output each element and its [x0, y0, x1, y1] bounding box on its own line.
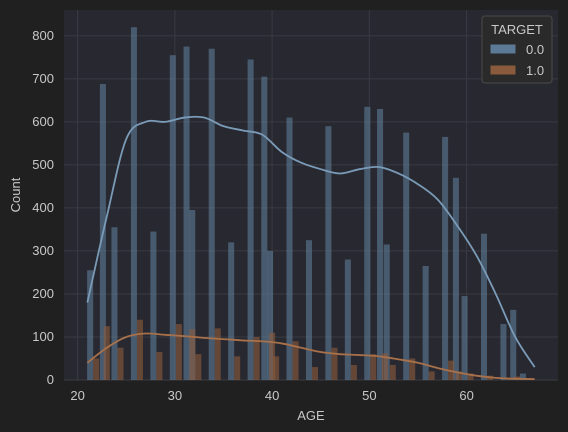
legend-swatch-0 — [489, 43, 517, 55]
bar-1_0-24 — [189, 329, 196, 380]
legend-label-1: 1.0 — [526, 63, 544, 78]
legend-swatch-1 — [489, 64, 517, 76]
bar-1_0-26 — [381, 353, 388, 380]
y-tick-label-1: 100 — [32, 329, 54, 344]
bar-0_0-21 — [500, 324, 507, 380]
bar-0_0-8 — [247, 59, 254, 380]
bar-1_0-10 — [292, 341, 299, 380]
bar-1_0-14 — [370, 354, 377, 380]
y-tick-label-8: 800 — [32, 28, 54, 43]
bar-0_0-24 — [183, 46, 190, 381]
y-tick-label-7: 700 — [32, 71, 54, 86]
bar-0_0-5 — [189, 210, 196, 380]
bar-1_0-1 — [117, 347, 124, 380]
bar-0_0-2 — [130, 27, 137, 381]
bar-1_0-2 — [136, 319, 143, 380]
bar-0_0-6 — [208, 48, 215, 380]
bar-0_0-26 — [377, 108, 384, 380]
bar-1_0-3 — [156, 352, 163, 380]
bar-1_0-7 — [234, 356, 241, 380]
y-axis-label: Count — [8, 177, 23, 212]
bar-1_0-25 — [269, 332, 276, 380]
legend-label-0: 0.0 — [526, 42, 544, 57]
bar-1_0-17 — [428, 371, 435, 380]
bar-1_0-11 — [311, 367, 319, 380]
x-tick-label-2: 40 — [265, 388, 279, 403]
bar-1_0-12 — [331, 347, 338, 380]
bar-0_0-28 — [510, 309, 517, 380]
x-axis-label: AGE — [297, 408, 325, 423]
tick-labels: 0 100 200 300 400 500 600 700 800 20 30 40 50 60 — [32, 28, 474, 403]
bar-1_0-16 — [409, 358, 416, 380]
bar-0_0-17 — [422, 265, 429, 380]
bar-1_0-9 — [273, 356, 280, 380]
bar-0_0-16 — [403, 132, 410, 380]
bar-1_0-23 — [103, 326, 110, 380]
kde-line-1_0 — [86, 332, 535, 381]
bar-0_0-1 — [111, 227, 118, 380]
bar-0_0-15 — [383, 244, 390, 380]
y-tick-label-4: 400 — [32, 200, 54, 215]
bar-1_0-27 — [455, 371, 462, 380]
bar-0_0-7 — [228, 242, 235, 380]
bar-0_0-25 — [261, 76, 268, 381]
bar-0_0-18 — [442, 136, 449, 380]
bar-0_0-3 — [150, 231, 157, 380]
bar-0_0-10 — [286, 117, 293, 380]
x-tick-label-4: 60 — [459, 388, 473, 403]
y-tick-label-5: 500 — [32, 157, 54, 172]
x-tick-label-0: 20 — [70, 388, 84, 403]
bar-1_0-13 — [350, 364, 357, 380]
y-tick-label-2: 200 — [32, 286, 54, 301]
x-tick-label-1: 30 — [168, 388, 182, 403]
bar-0_0-4 — [169, 55, 176, 381]
bar-0_0-11 — [305, 240, 312, 380]
bar-1_0-4 — [175, 324, 182, 380]
bar-1_0-5 — [195, 354, 202, 380]
kde-line-0_0 — [86, 115, 536, 368]
y-tick-label-0: 0 — [47, 372, 54, 387]
bar-1_0-6 — [214, 328, 221, 380]
bar-0_0-19 — [461, 296, 468, 380]
legend-title: TARGET — [491, 22, 543, 37]
bar-1_0-0 — [93, 358, 100, 380]
bar-0_0-14 — [364, 106, 371, 381]
bar-1_0-8 — [253, 336, 260, 380]
bar-0_0-0 — [87, 270, 94, 380]
x-tick-label-3: 50 — [362, 388, 376, 403]
y-tick-label-3: 300 — [32, 243, 54, 258]
bar-0_0-20 — [480, 233, 488, 380]
bar-0_0-22 — [519, 373, 526, 380]
bar-0_0-13 — [344, 259, 351, 380]
bar-1_0-19 — [467, 373, 474, 380]
bar-0_0-9 — [267, 250, 274, 380]
bar-0_0-27 — [452, 177, 459, 380]
kde-curves — [86, 115, 536, 381]
bar-1_0-15 — [389, 364, 396, 380]
y-tick-label-6: 600 — [32, 114, 54, 129]
bar-0_0-12 — [325, 126, 332, 381]
legend: TARGET 0.0 1.0 — [481, 15, 553, 84]
